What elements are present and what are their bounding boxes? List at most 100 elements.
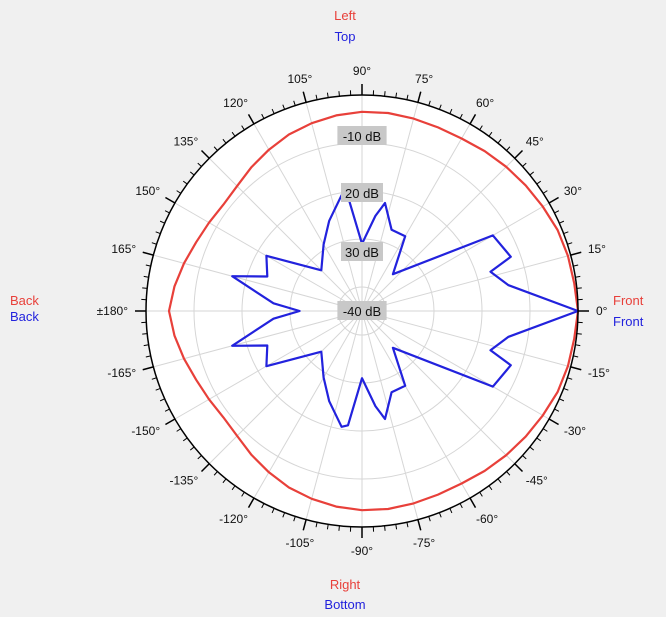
minor-tick [554,210,560,214]
minor-tick [479,125,483,131]
grid-spoke [361,310,550,420]
grid-spoke [361,310,471,499]
angle-tick-label: 60° [476,96,494,110]
minor-tick [338,91,340,97]
angle-tick-label: 75° [415,72,433,86]
minor-tick [459,113,463,119]
major-tick [200,463,210,473]
minor-tick [231,131,236,137]
minor-tick [326,92,329,98]
minor-tick [315,94,318,100]
angle-tick-label: -90° [351,544,373,558]
angle-tick-label: -30° [564,424,586,438]
minor-tick [261,503,265,509]
major-tick [247,114,255,125]
minor-tick [145,264,151,267]
grid-spoke [208,157,363,312]
angle-tick-label: 15° [588,242,606,256]
angle-tick-label: 135° [173,134,198,148]
minor-tick [241,125,245,131]
minor-tick [142,333,148,335]
minor-tick [159,398,165,402]
minor-tick [428,516,431,522]
major-tick [570,251,582,256]
ring-label: 30 dB [345,245,379,260]
minor-tick [151,377,157,380]
ring-label-bg [337,126,387,145]
major-tick [142,251,154,256]
major-tick [417,91,422,103]
angle-tick-label: -150° [131,424,160,438]
major-tick [570,366,582,371]
minor-tick [542,428,548,432]
minor-tick [559,398,565,402]
bottom-bottom-label: Bottom [324,597,365,612]
angle-tick-label: 45° [526,134,544,148]
minor-tick [189,446,195,451]
minor-tick [176,190,182,194]
minor-tick [438,512,442,518]
angle-tick-label: -105° [285,536,314,550]
angle-tick-label: 90° [353,64,371,78]
minor-tick [576,287,582,289]
angle-tick-label: -15° [588,366,610,380]
minor-tick [326,524,329,530]
minor-tick [567,377,573,380]
minor-tick [575,275,581,278]
ring-label-bg [337,301,387,320]
left-back-label-red: Back [10,293,39,308]
series-line-2 [231,194,580,428]
ring-label: 20 dB [345,186,379,201]
grid-spoke [361,123,471,312]
minor-tick [438,104,442,110]
ring-label-bg [341,242,383,261]
minor-tick [449,108,453,114]
major-tick [302,519,307,531]
right-front-label-blue: Front [613,314,644,329]
minor-tick [261,113,265,119]
grid-spoke [153,254,363,312]
major-tick [417,519,422,531]
major-tick [200,149,210,159]
minor-tick [142,287,148,289]
minor-tick [213,471,218,476]
minor-tick [155,231,161,235]
grid-spoke [305,310,363,520]
minor-tick [222,478,227,484]
angle-tick-label: -135° [169,474,198,488]
major-tick [469,114,477,125]
grid-spoke [361,102,419,312]
minor-tick [164,210,170,214]
minor-tick [182,437,188,442]
angle-tick-label: 30° [564,184,582,198]
minor-tick [145,355,151,358]
minor-tick [488,485,493,491]
minor-tick [576,333,582,335]
minor-tick [151,242,157,245]
angle-tick-label: -165° [107,366,136,380]
minor-tick [529,171,535,176]
minor-tick [222,138,227,144]
grid-spoke [153,310,363,368]
minor-tick [231,485,236,491]
left-back-label-blue: Back [10,309,39,324]
minor-tick [522,162,527,167]
minor-tick [271,508,275,514]
right-front-label-red: Front [613,293,644,308]
minor-tick [189,171,195,176]
minor-tick [176,428,182,432]
minor-tick [406,94,409,100]
angle-tick-label: -60° [476,512,498,526]
minor-tick [563,387,569,391]
major-tick [548,196,559,204]
minor-tick [282,512,286,518]
minor-tick [567,242,573,245]
angle-tick-label: 105° [287,72,312,86]
minor-tick [488,131,493,137]
minor-tick [293,100,296,106]
major-tick [514,463,524,473]
minor-tick [449,508,453,514]
minor-tick [428,100,431,106]
minor-tick [573,355,579,358]
